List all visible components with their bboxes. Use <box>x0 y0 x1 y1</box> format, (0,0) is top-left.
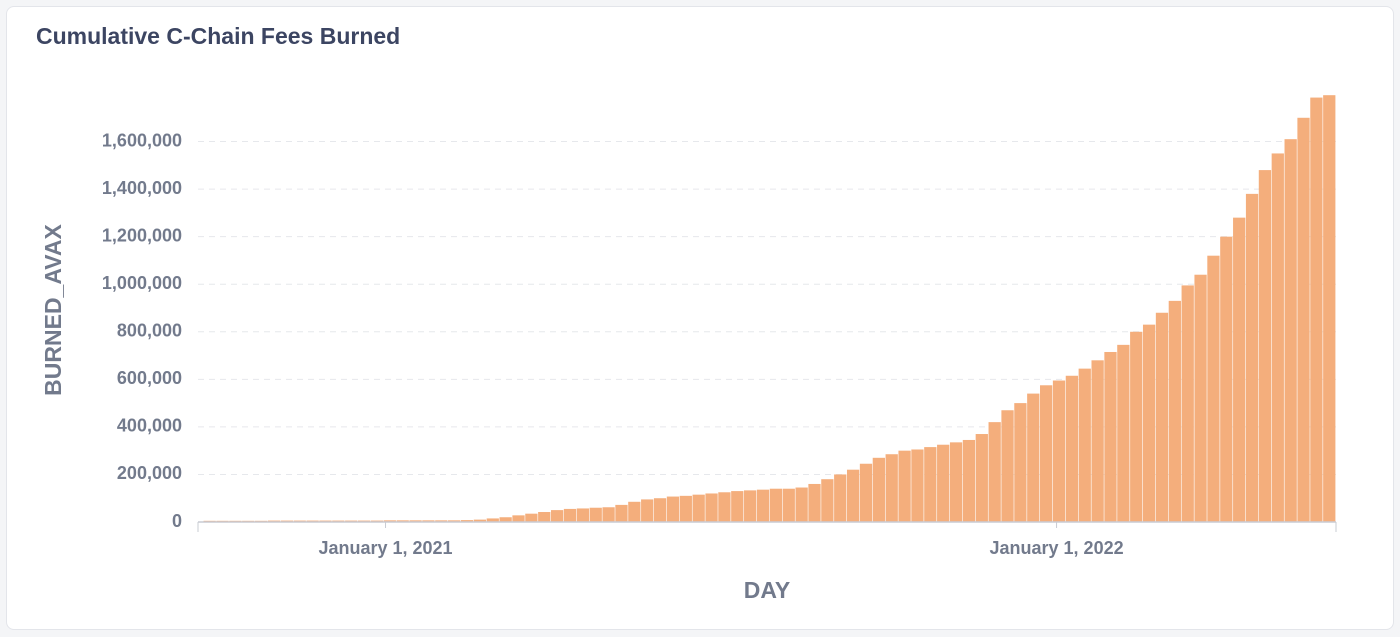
bar <box>448 520 461 522</box>
bar <box>1052 380 1066 522</box>
bar <box>1104 351 1117 522</box>
bar <box>962 439 976 522</box>
bar <box>602 507 615 522</box>
x-tick-label: January 1, 2022 <box>990 538 1124 558</box>
bar <box>1245 193 1259 522</box>
bar <box>769 488 783 522</box>
bar <box>975 434 988 522</box>
bar <box>846 469 860 522</box>
bar <box>679 495 692 522</box>
bar <box>563 508 577 522</box>
bar <box>1258 170 1272 523</box>
bar <box>1284 139 1297 522</box>
y-tick-label: 1,200,000 <box>102 225 182 245</box>
bar <box>1233 217 1246 522</box>
bar <box>859 463 873 522</box>
y-tick-label: 1,000,000 <box>102 273 182 293</box>
bar <box>1155 312 1169 522</box>
bar <box>1001 410 1014 522</box>
bar <box>435 520 448 522</box>
bar <box>1181 285 1194 522</box>
bar <box>731 491 744 522</box>
y-tick-label: 600,000 <box>117 368 182 388</box>
y-tick-label: 800,000 <box>117 321 182 341</box>
bar <box>666 496 680 522</box>
bar <box>1065 375 1079 522</box>
y-tick-label: 200,000 <box>117 463 182 483</box>
bar <box>1142 324 1156 522</box>
y-axis-label: BURNED_AVAX <box>40 224 66 396</box>
bar <box>383 520 396 522</box>
bar <box>718 492 731 522</box>
bar <box>576 508 589 522</box>
bar <box>628 501 641 522</box>
bar <box>538 512 551 522</box>
bar <box>937 444 950 522</box>
bar <box>589 507 602 522</box>
bar <box>898 450 911 522</box>
bar <box>1323 95 1336 522</box>
chart-title: Cumulative C-Chain Fees Burned <box>36 23 400 49</box>
bar <box>949 442 963 522</box>
x-axis-label: DAY <box>744 577 790 603</box>
bar <box>1271 153 1284 522</box>
bar <box>834 474 847 522</box>
bar <box>486 518 499 522</box>
bar <box>924 447 937 522</box>
bar <box>988 422 1001 522</box>
bar <box>615 504 628 522</box>
bar <box>512 515 525 522</box>
bar <box>1117 344 1130 522</box>
bar <box>641 499 654 522</box>
y-tick-label: 400,000 <box>117 416 182 436</box>
bar <box>1220 236 1233 522</box>
bar <box>473 519 487 522</box>
y-tick-label: 1,400,000 <box>102 178 182 198</box>
x-tick-label: January 1, 2021 <box>318 538 452 558</box>
bar <box>396 520 409 522</box>
bar <box>1207 255 1220 522</box>
y-tick-label: 0 <box>172 511 182 531</box>
bar <box>653 498 667 522</box>
bar <box>756 489 770 522</box>
bar <box>1014 403 1027 522</box>
bar <box>1194 274 1207 522</box>
bar <box>525 513 538 522</box>
bar <box>1310 97 1323 523</box>
bar <box>744 490 757 522</box>
bar <box>1027 393 1040 522</box>
bar <box>782 488 795 522</box>
y-tick-label: 1,600,000 <box>102 130 182 150</box>
bar <box>808 483 821 522</box>
bar <box>460 520 474 522</box>
bar <box>1168 300 1181 522</box>
bar <box>422 520 435 522</box>
bar <box>795 487 808 522</box>
bar <box>409 520 422 522</box>
bar <box>550 510 564 522</box>
bar <box>692 494 705 522</box>
bar <box>1040 385 1053 522</box>
bar <box>499 517 512 522</box>
bar <box>821 479 834 522</box>
bar <box>1091 360 1104 522</box>
bar <box>1297 117 1310 523</box>
bar <box>885 454 898 522</box>
bar <box>1130 331 1143 522</box>
bar <box>705 493 718 522</box>
bar <box>872 457 885 522</box>
bar <box>1078 368 1091 522</box>
bar <box>911 449 924 522</box>
